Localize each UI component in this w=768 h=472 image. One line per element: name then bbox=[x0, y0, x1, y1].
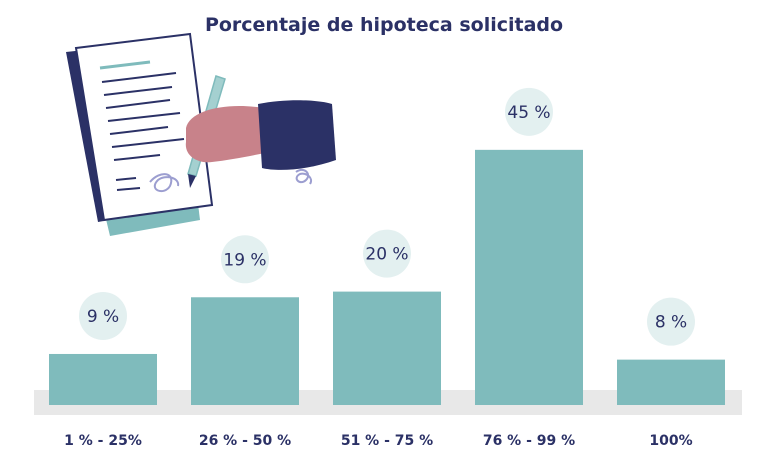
bar bbox=[49, 353, 157, 405]
bar bbox=[475, 149, 583, 405]
value-label-bubble bbox=[505, 87, 553, 136]
value-label-bubble bbox=[647, 297, 695, 346]
bar bbox=[333, 291, 441, 405]
document-signing-illustration bbox=[66, 32, 336, 236]
x-tick-label: 100% bbox=[649, 433, 692, 449]
value-label: 45 % bbox=[507, 103, 550, 123]
chart-title: Porcentaje de hipoteca solicitado bbox=[204, 14, 564, 36]
value-label-bubble bbox=[79, 291, 127, 340]
value-label-bubble bbox=[221, 235, 269, 284]
x-tick-label: 26 % - 50 % bbox=[199, 433, 291, 449]
bars-group: 9 % 1 % - 25% 19 % 26 % - 50 % 20 % 51 % - 75… bbox=[49, 87, 725, 449]
document-icon bbox=[66, 32, 214, 236]
value-label: 8 % bbox=[655, 313, 687, 333]
x-tick-label: 76 % - 99 % bbox=[483, 433, 575, 449]
value-label-bubble bbox=[363, 229, 411, 278]
value-label: 20 % bbox=[365, 245, 408, 265]
bar bbox=[617, 359, 725, 405]
value-label: 19 % bbox=[223, 250, 266, 270]
hand-icon bbox=[185, 100, 336, 185]
value-label: 9 % bbox=[87, 307, 119, 327]
x-tick-label: 51 % - 75 % bbox=[341, 433, 433, 449]
x-tick-label: 1 % - 25% bbox=[64, 433, 142, 449]
bar bbox=[191, 297, 299, 405]
